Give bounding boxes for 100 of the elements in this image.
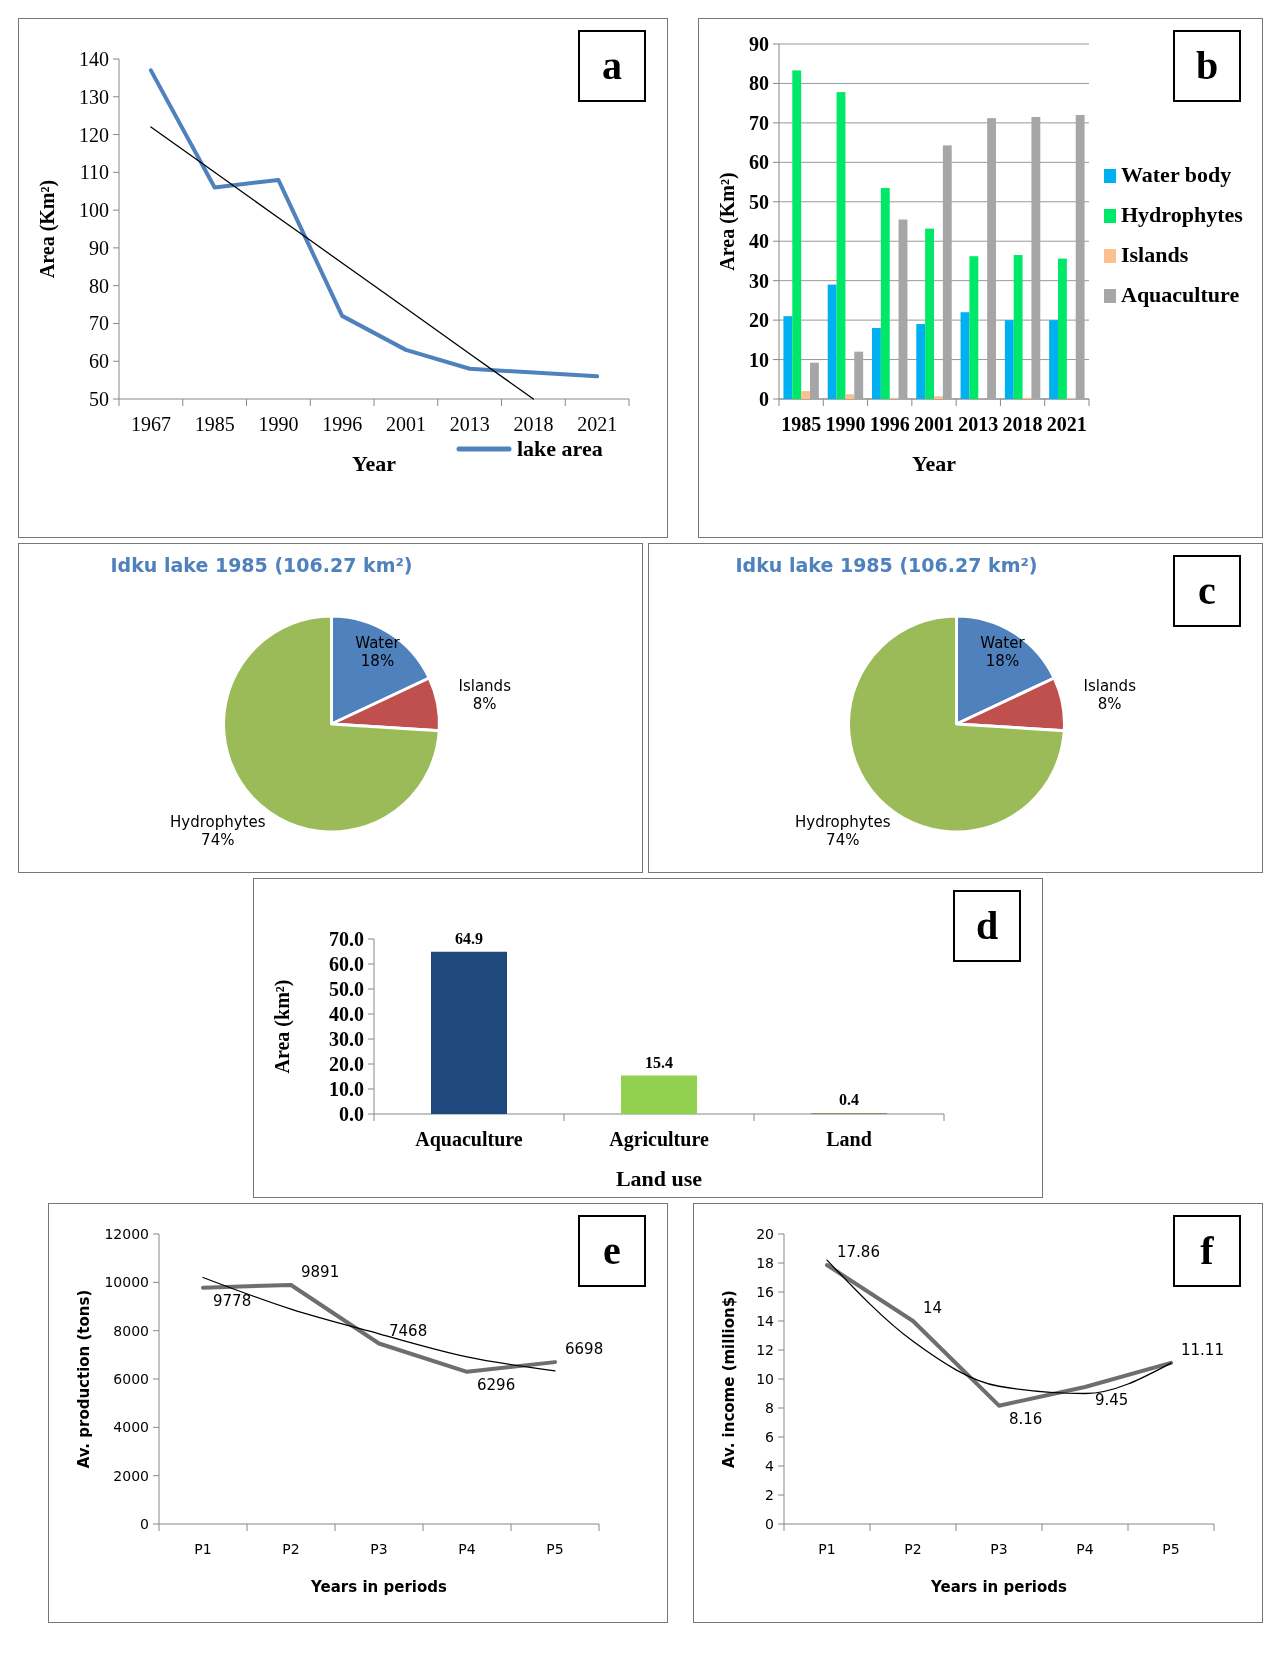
x-tick-label: 2001 <box>914 413 954 435</box>
x-tick-label: 2018 <box>513 413 554 435</box>
x-tick-label: 1985 <box>781 413 822 435</box>
y-axis-title: Av. production (tons) <box>75 1289 93 1469</box>
y-tick-label: 70.0 <box>329 928 364 950</box>
data-label: 18% <box>360 651 395 670</box>
x-tick-label: 1967 <box>130 413 171 435</box>
x-tick-label: P5 <box>1162 1541 1180 1557</box>
slice-label: Hydrophytes <box>170 812 266 831</box>
x-tick-label: P5 <box>546 1541 564 1557</box>
bar <box>1075 115 1085 399</box>
data-label: 9891 <box>301 1262 340 1281</box>
y-tick-label: 10 <box>756 1370 774 1387</box>
y-tick-label: 16 <box>756 1283 775 1300</box>
bar <box>942 145 952 399</box>
x-tick-label: P4 <box>1076 1541 1094 1557</box>
y-tick-label: 10.0 <box>329 1078 364 1100</box>
legend-label: lake area <box>517 436 603 461</box>
bar <box>960 312 970 399</box>
x-tick-label: 2001 <box>385 413 426 435</box>
y-tick-label: 10 <box>749 348 769 371</box>
y-tick-label: 70 <box>89 312 109 335</box>
slice-label: Islands <box>458 676 512 695</box>
bar <box>827 284 837 399</box>
data-label: 6296 <box>477 1375 516 1394</box>
x-tick-label: 1990 <box>825 413 866 435</box>
data-label: 7468 <box>389 1321 428 1340</box>
x-tick-label: P1 <box>818 1541 836 1557</box>
x-tick-label: 2013 <box>449 413 490 435</box>
data-label: 9778 <box>213 1291 252 1310</box>
y-tick-label: 140 <box>79 48 109 70</box>
bar <box>1013 255 1023 399</box>
data-label: 74% <box>826 830 860 849</box>
y-tick-label: 60.0 <box>329 953 364 975</box>
legend-label: Water body <box>1121 162 1232 187</box>
bar <box>783 316 793 399</box>
data-label: 9.45 <box>1095 1390 1129 1409</box>
y-tick-label: 80 <box>749 72 769 95</box>
y-axis-title: Area (km²) <box>271 979 294 1074</box>
data-label: 15.4 <box>645 1053 673 1071</box>
y-tick-label: 90 <box>89 236 109 259</box>
y-tick-label: 6000 <box>113 1370 149 1387</box>
chart-title: Idku lake 1985 (106.27 km²) <box>735 554 1038 576</box>
y-tick-label: 10000 <box>104 1274 149 1291</box>
bar <box>880 187 890 399</box>
slice-label: Hydrophytes <box>795 812 891 831</box>
data-label: 18% <box>985 651 1020 670</box>
legend-label: Aquaculture <box>1121 282 1240 307</box>
y-tick-label: 20.0 <box>329 1053 364 1075</box>
x-tick-label: P4 <box>458 1541 476 1557</box>
y-tick-label: 30 <box>749 269 769 292</box>
x-tick-label: 1985 <box>194 413 235 435</box>
bar <box>845 394 855 399</box>
y-tick-label: 0 <box>765 1515 774 1532</box>
x-tick-label: Agriculture <box>609 1128 709 1151</box>
slice-label: Islands <box>1083 676 1137 695</box>
y-tick-label: 90 <box>749 33 769 55</box>
text: e <box>603 1228 621 1273</box>
x-tick-label: 1996 <box>869 413 910 435</box>
data-label: 74% <box>201 830 235 849</box>
y-tick-label: 80 <box>89 274 109 297</box>
data-label: 0.4 <box>839 1091 859 1108</box>
y-tick-label: 2 <box>765 1486 774 1503</box>
x-axis-title: Land use <box>615 1166 703 1191</box>
line-series <box>148 68 600 379</box>
bar <box>925 228 934 399</box>
bar <box>916 324 926 399</box>
bar <box>872 328 881 399</box>
x-tick-label: 2018 <box>1002 413 1043 435</box>
bar <box>987 118 996 399</box>
x-axis-title: Year <box>352 451 397 476</box>
text: c <box>1198 568 1216 613</box>
y-tick-label: 20 <box>756 1225 774 1242</box>
y-tick-label: 130 <box>79 85 109 108</box>
x-axis-title: Years in periods <box>310 1578 447 1596</box>
y-tick-label: 0 <box>140 1515 149 1532</box>
bar <box>431 951 507 1114</box>
y-tick-label: 0 <box>759 388 769 410</box>
bar <box>1031 116 1041 399</box>
y-tick-label: 50 <box>749 190 769 213</box>
y-tick-label: 0.0 <box>339 1103 364 1125</box>
bar <box>801 391 810 399</box>
y-tick-label: 8 <box>765 1399 774 1416</box>
chart-title: Idku lake 1985 (106.27 km²) <box>110 554 413 576</box>
y-tick-label: 8000 <box>113 1322 149 1339</box>
y-tick-label: 20 <box>749 309 769 332</box>
x-tick-label: Land <box>826 1128 872 1150</box>
x-tick-label: 1996 <box>322 413 363 435</box>
y-tick-label: 120 <box>79 123 109 146</box>
y-tick-label: 40 <box>749 230 769 253</box>
bar <box>854 351 864 399</box>
legend-label: Hydrophytes <box>1121 202 1244 227</box>
y-tick-label: 50 <box>89 388 109 410</box>
bar <box>1004 320 1014 399</box>
y-tick-label: 4000 <box>113 1419 149 1436</box>
y-tick-label: 12 <box>756 1341 774 1358</box>
bar <box>1058 258 1067 399</box>
y-tick-label: 6 <box>765 1428 775 1445</box>
y-tick-label: 14 <box>756 1312 775 1329</box>
slice-label: Water <box>980 633 1026 652</box>
